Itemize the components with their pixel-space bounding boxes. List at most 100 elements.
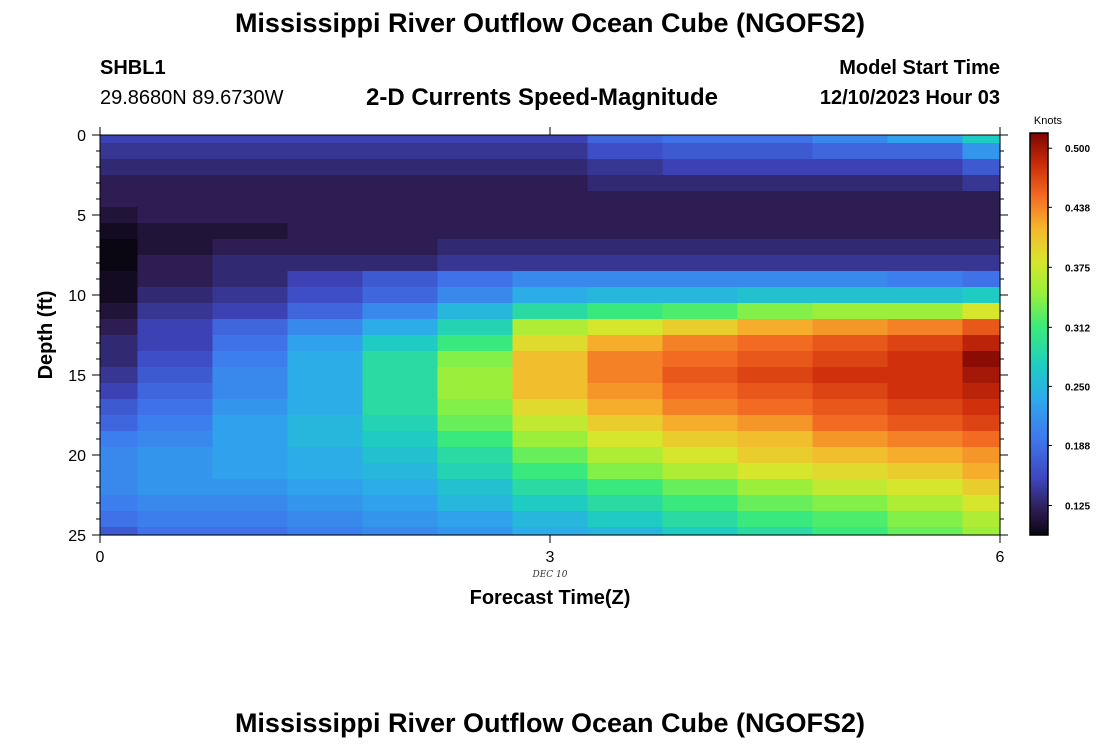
heatmap-cell <box>287 399 364 416</box>
x-tick-label: 6 <box>996 549 1005 566</box>
heatmap-cell <box>962 223 1001 240</box>
heatmap-cell <box>662 351 739 368</box>
heatmap-cell <box>737 303 814 320</box>
heatmap-cell <box>287 319 364 336</box>
y-tick-label: 10 <box>68 288 86 305</box>
colorbar: Knots 0.500 0.438 0.375 0.312 0.250 0.188 0.12… <box>1029 115 1090 536</box>
heatmap-cell <box>362 511 439 528</box>
heatmap-cell <box>437 287 514 304</box>
heatmap-cell <box>287 479 364 496</box>
heatmap-cell <box>737 239 814 256</box>
heatmap-cell <box>137 383 214 400</box>
heatmap-cell <box>737 383 814 400</box>
heatmap-cell <box>737 143 814 160</box>
heatmap-cell <box>362 271 439 288</box>
heatmap-cell <box>137 511 214 528</box>
heatmap-cell <box>137 415 214 432</box>
heatmap-cell <box>887 271 964 288</box>
heatmap-cell <box>812 207 889 224</box>
heatmap-cell <box>512 415 589 432</box>
heatmap-cell <box>587 351 664 368</box>
heatmap-cell <box>737 431 814 448</box>
heatmap-cell <box>587 383 664 400</box>
heatmap-cell <box>512 527 589 536</box>
heatmap-cell <box>362 239 439 256</box>
heatmap-cells <box>100 135 1001 536</box>
heatmap-cell <box>512 479 589 496</box>
heatmap-cell <box>137 191 214 208</box>
heatmap-cell <box>737 511 814 528</box>
heatmap-cell <box>287 495 364 512</box>
heatmap-cell <box>437 239 514 256</box>
heatmap-cell <box>212 415 289 432</box>
heatmap-cell <box>137 447 214 464</box>
heatmap-cell <box>812 511 889 528</box>
y-axis-title: Depth (ft) <box>35 291 57 380</box>
heatmap-cell <box>662 527 739 536</box>
heatmap-cell <box>587 239 664 256</box>
heatmap-cell <box>587 271 664 288</box>
heatmap-cell <box>962 143 1001 160</box>
heatmap-cell <box>887 527 964 536</box>
station-id: SHBL1 <box>100 57 166 79</box>
heatmap-cell <box>362 319 439 336</box>
heatmap-cell <box>212 431 289 448</box>
heatmap-cell <box>212 191 289 208</box>
heatmap-cell <box>812 447 889 464</box>
heatmap-cell <box>100 447 139 464</box>
heatmap-cell <box>812 239 889 256</box>
y-tick-label: 0 <box>77 128 86 145</box>
heatmap-cell <box>512 447 589 464</box>
heatmap-cell <box>437 463 514 480</box>
heatmap-cell <box>212 207 289 224</box>
heatmap-cell <box>362 175 439 192</box>
heatmap-cell <box>437 511 514 528</box>
heatmap-cell <box>287 135 364 144</box>
heatmap-cell <box>812 335 889 352</box>
heatmap-cell <box>287 223 364 240</box>
heatmap-cell <box>812 319 889 336</box>
heatmap-cell <box>662 495 739 512</box>
colorbar-title: Knots <box>1034 115 1063 127</box>
heatmap-cell <box>287 335 364 352</box>
heatmap-cell <box>362 351 439 368</box>
heatmap-cell <box>662 135 739 144</box>
heatmap-cell <box>662 255 739 272</box>
heatmap-cell <box>887 143 964 160</box>
heatmap-cell <box>962 159 1001 176</box>
heatmap-cell <box>362 415 439 432</box>
heatmap-cell <box>362 479 439 496</box>
heatmap-cell <box>737 159 814 176</box>
heatmap-cell <box>887 239 964 256</box>
heatmap-cell <box>887 335 964 352</box>
heatmap-cell <box>962 255 1001 272</box>
chart-subtitle: 2-D Currents Speed-Magnitude <box>366 84 719 111</box>
colorbar-tick-label: 0.125 <box>1065 501 1090 512</box>
heatmap-cell <box>662 431 739 448</box>
heatmap-cell <box>212 447 289 464</box>
heatmap-cell <box>962 367 1001 384</box>
heatmap-cell <box>362 335 439 352</box>
heatmap-cell <box>437 191 514 208</box>
heatmap-cell <box>662 383 739 400</box>
heatmap-cell <box>137 143 214 160</box>
heatmap-cell <box>362 135 439 144</box>
heatmap-cell <box>137 271 214 288</box>
x-tick-label: 3 <box>546 549 555 566</box>
heatmap-cell <box>100 511 139 528</box>
heatmap-cell <box>212 495 289 512</box>
heatmap-cell <box>887 415 964 432</box>
heatmap-cell <box>512 207 589 224</box>
heatmap-cell <box>887 303 964 320</box>
heatmap-cell <box>812 135 889 144</box>
heatmap-cell <box>587 175 664 192</box>
heatmap-cell <box>662 159 739 176</box>
heatmap-cell <box>100 159 139 176</box>
model-start-label: Model Start Time <box>839 57 1000 79</box>
heatmap-cell <box>887 495 964 512</box>
heatmap-cell <box>662 239 739 256</box>
y-axis: 0 5 10 15 20 25 <box>68 128 1008 545</box>
heatmap-cell <box>362 527 439 536</box>
heatmap-cell <box>437 367 514 384</box>
